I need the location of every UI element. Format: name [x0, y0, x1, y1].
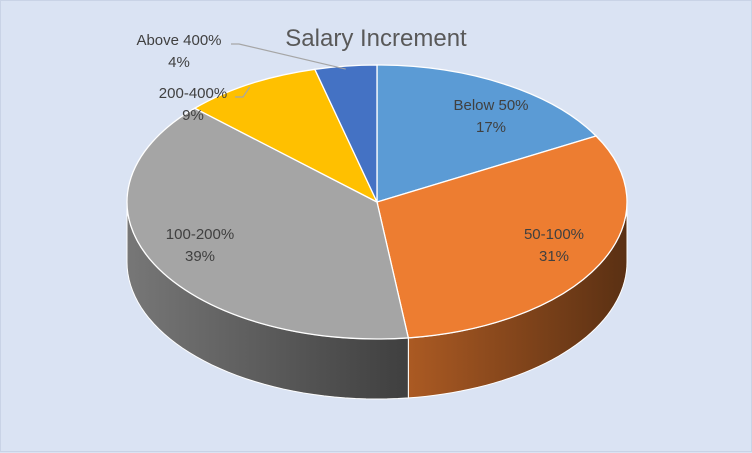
pie-slice-below-50[interactable] — [376, 64, 598, 203]
label-value-below-50: 17% — [476, 119, 506, 136]
label-value-50-100: 31% — [539, 248, 569, 265]
pie-slice-200-400[interactable] — [193, 68, 379, 204]
label-value-100-200: 39% — [185, 248, 215, 265]
label-category-100-200: 100-200% — [166, 226, 234, 243]
leader-lines — [231, 43, 346, 98]
pie-slices — [126, 64, 628, 340]
chart-title: Salary Increment — [285, 25, 467, 52]
data-labels: Below 50% 17% 50-100% 31% 100-200% 39% 200-400… — [136, 32, 584, 265]
label-category-below-50: Below 50% — [453, 97, 528, 114]
label-category-above-400: Above 400% — [136, 32, 221, 49]
leader-line-above-400 — [231, 43, 346, 70]
label-category-200-400: 200-400% — [159, 85, 227, 102]
pie-slice-100-200[interactable] — [126, 107, 410, 340]
leader-line-200-400 — [235, 86, 251, 98]
label-value-above-400: 4% — [168, 54, 190, 71]
label-category-50-100: 50-100% — [524, 226, 584, 243]
pie-slice-50-100[interactable] — [376, 135, 628, 339]
label-value-200-400: 9% — [182, 107, 204, 124]
pie-slice-above-400[interactable] — [313, 64, 378, 203]
